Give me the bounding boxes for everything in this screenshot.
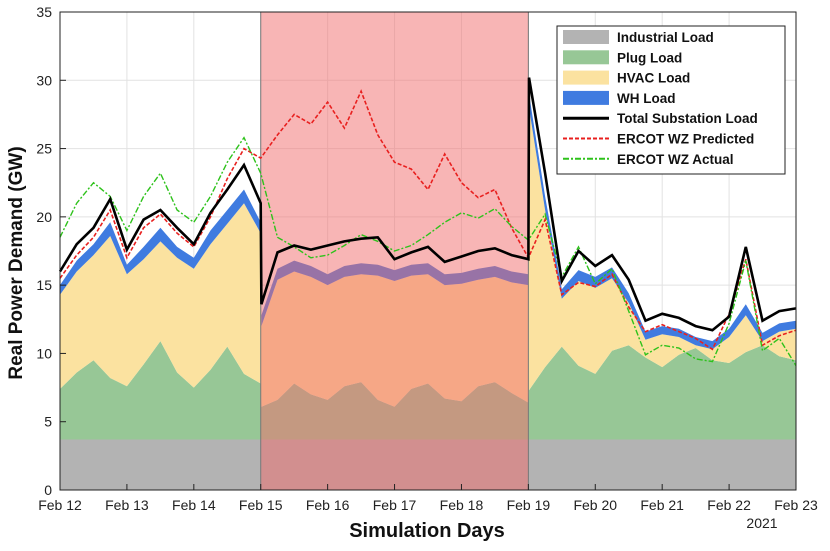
y-tick-label-5: 25 bbox=[36, 141, 52, 157]
legend-label-industrial: Industrial Load bbox=[617, 30, 714, 45]
y-tick-label-4: 20 bbox=[36, 209, 52, 225]
y-tick-label-6: 30 bbox=[36, 72, 52, 88]
x-tick-label-7: Feb 19 bbox=[507, 497, 551, 513]
legend-label-total: Total Substation Load bbox=[617, 111, 758, 126]
y-tick-label-1: 5 bbox=[44, 414, 52, 430]
x-tick-label-5: Feb 17 bbox=[373, 497, 417, 513]
y-tick-label-3: 15 bbox=[36, 277, 52, 293]
x-tick-label-6: Feb 18 bbox=[440, 497, 484, 513]
x-tick-label-3: Feb 15 bbox=[239, 497, 283, 513]
y-axis-label: Real Power Demand (GW) bbox=[6, 146, 27, 379]
legend-label-plug: Plug Load bbox=[617, 50, 682, 65]
x-tick-label-10: Feb 22 bbox=[707, 497, 751, 513]
axes bbox=[59, 11, 797, 491]
x-tick-label-8: Feb 20 bbox=[573, 497, 617, 513]
line-ercot-predicted bbox=[59, 89, 797, 351]
legend-label-actual: ERCOT WZ Actual bbox=[617, 152, 734, 167]
line-total-substation-load bbox=[58, 77, 797, 332]
tick-labels: Feb 12 Feb 13 Feb 14 Feb 15 Feb 16 Feb 17 Feb … bbox=[36, 4, 818, 513]
legend: Industrial Load Plug Load HVAC Load WH Load… bbox=[556, 25, 786, 175]
x-tick-label-11: Feb 23 bbox=[774, 497, 818, 513]
y-tick-label-0: 0 bbox=[44, 482, 52, 498]
x-tick-label-2: Feb 14 bbox=[172, 497, 216, 513]
x-tick-label-0: Feb 12 bbox=[38, 497, 82, 513]
x-axis-label: Simulation Days bbox=[349, 520, 505, 542]
legend-swatch-plug bbox=[563, 50, 609, 65]
legend-swatch-hvac bbox=[563, 70, 609, 85]
x-tick-label-9: Feb 21 bbox=[640, 497, 684, 513]
legend-label-pred: ERCOT WZ Predicted bbox=[617, 132, 754, 147]
year-label: 2021 bbox=[746, 515, 777, 531]
x-tick-label-4: Feb 16 bbox=[306, 497, 350, 513]
legend-label-wh: WH Load bbox=[617, 91, 676, 106]
series-lines bbox=[58, 77, 797, 367]
legend-swatch-wh bbox=[563, 90, 609, 105]
line-ercot-actual bbox=[59, 136, 797, 367]
x-tick-label-1: Feb 13 bbox=[105, 497, 149, 513]
legend-swatch-industrial bbox=[563, 30, 609, 44]
axes-frame bbox=[59, 11, 797, 491]
y-tick-label-7: 35 bbox=[36, 4, 52, 20]
area-hvac-load bbox=[60, 107, 796, 407]
y-tick-label-2: 10 bbox=[36, 345, 52, 361]
legend-label-hvac: HVAC Load bbox=[617, 71, 690, 86]
